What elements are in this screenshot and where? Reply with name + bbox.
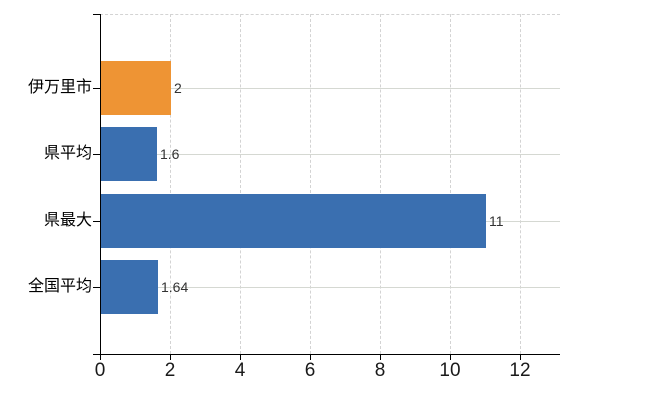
- gridline-vertical: [380, 14, 381, 354]
- y-axis-tick: [93, 154, 100, 155]
- x-axis-tick: [100, 354, 101, 360]
- y-axis-tick: [93, 14, 100, 15]
- x-axis-tick: [520, 354, 521, 360]
- category-label: 県最大: [43, 212, 92, 229]
- y-axis-tick: [93, 221, 100, 222]
- y-axis-tick: [93, 88, 100, 89]
- x-axis-tick: [310, 354, 311, 360]
- bar: [101, 260, 158, 314]
- gridline-vertical: [170, 14, 171, 354]
- bar: [101, 194, 486, 248]
- x-tick-label: 4: [234, 360, 246, 381]
- bar: [101, 127, 157, 181]
- bar-value-label: 11: [489, 213, 504, 229]
- x-axis-tick: [240, 354, 241, 360]
- x-tick-label: 0: [94, 360, 106, 381]
- plot-area: 2 1.6 11 1.64: [93, 14, 560, 360]
- x-tick-label: 12: [509, 360, 531, 381]
- gridline-vertical: [450, 14, 451, 354]
- plot-top-border: [100, 14, 560, 15]
- x-tick-label: 6: [304, 360, 316, 381]
- y-axis-tick: [93, 354, 100, 355]
- category-label: 県平均: [43, 145, 92, 162]
- category-label: 全国平均: [27, 278, 92, 295]
- category-label: 伊万里市: [27, 79, 92, 96]
- gridline-horizontal: [100, 154, 560, 155]
- gridline-vertical: [520, 14, 521, 354]
- bar-value-label: 2: [174, 80, 182, 96]
- y-axis-tick: [93, 287, 100, 288]
- gridline-horizontal: [100, 287, 560, 288]
- y-axis-line: [100, 14, 101, 354]
- gridline-vertical: [240, 14, 241, 354]
- x-axis-tick: [380, 354, 381, 360]
- x-axis-tick: [170, 354, 171, 360]
- gridline-vertical: [310, 14, 311, 354]
- x-axis-tick: [450, 354, 451, 360]
- bar-value-label: 1.64: [161, 279, 189, 295]
- bar-value-label: 1.6: [160, 146, 180, 162]
- bar: [101, 61, 171, 115]
- x-axis-line: [100, 354, 560, 355]
- x-tick-label: 8: [374, 360, 386, 381]
- x-tick-label: 10: [439, 360, 461, 381]
- gridline-horizontal: [100, 88, 560, 89]
- x-tick-label: 2: [164, 360, 176, 381]
